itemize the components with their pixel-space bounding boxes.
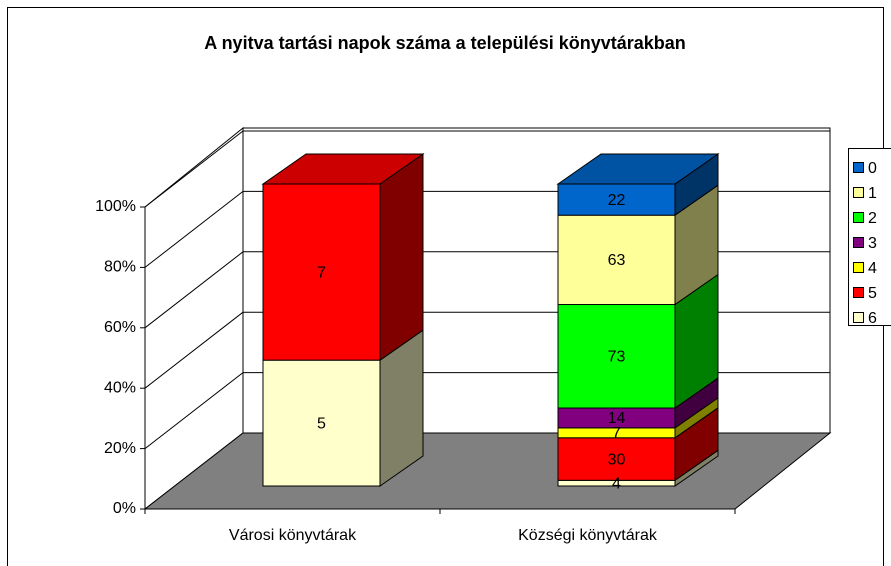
bar-side	[379, 153, 424, 362]
bar-segment	[557, 183, 676, 216]
legend-swatch	[853, 312, 864, 323]
bar-top	[556, 153, 720, 185]
bar-segment	[262, 183, 381, 361]
bar-segment	[557, 214, 676, 306]
chart-title: A nyitva tartási napok száma a település…	[204, 33, 686, 53]
data-label: 63	[608, 252, 626, 269]
grid-line	[144, 130, 244, 208]
bar-top	[261, 153, 425, 185]
floor	[143, 432, 832, 510]
y-tick-label: 40%	[104, 379, 136, 396]
y-tick-label: 60%	[104, 319, 136, 336]
legend-swatch	[853, 162, 864, 173]
x-tick-label: Városi könyvtárak	[229, 527, 357, 544]
y-tick-label: 0%	[113, 500, 136, 517]
legend-swatch	[853, 287, 864, 298]
data-label: 7	[612, 425, 621, 442]
legend-label: 5	[868, 285, 877, 302]
legend-swatch	[853, 187, 864, 198]
legend-swatch	[853, 262, 864, 273]
data-label: 30	[608, 451, 626, 468]
y-tick-label: 80%	[104, 259, 136, 276]
y-tick-label: 20%	[104, 440, 136, 457]
bar-segment	[557, 437, 676, 481]
bar-segment	[557, 304, 676, 409]
data-label: 5	[317, 415, 326, 432]
data-label: 73	[608, 348, 626, 365]
legend-label: 4	[868, 260, 877, 277]
bar-segment	[262, 359, 381, 487]
legend-label: 2	[868, 210, 877, 227]
data-label: 22	[608, 192, 626, 209]
legend-label: 1	[868, 185, 877, 202]
legend-swatch	[853, 212, 864, 223]
grid-line	[144, 191, 244, 268]
legend-label: 3	[868, 235, 877, 252]
data-label: 7	[317, 264, 326, 281]
grid-line	[144, 372, 244, 449]
grid-line	[144, 311, 244, 389]
data-label: 14	[608, 410, 626, 427]
legend-swatch	[853, 237, 864, 248]
legend-label: 6	[868, 310, 877, 327]
legend-label: 0	[868, 160, 877, 177]
y-tick-label: 100%	[95, 198, 136, 215]
data-label: 4	[612, 475, 621, 492]
x-tick-label: Községi könyvtárak	[518, 527, 658, 544]
grid-line	[144, 251, 244, 329]
